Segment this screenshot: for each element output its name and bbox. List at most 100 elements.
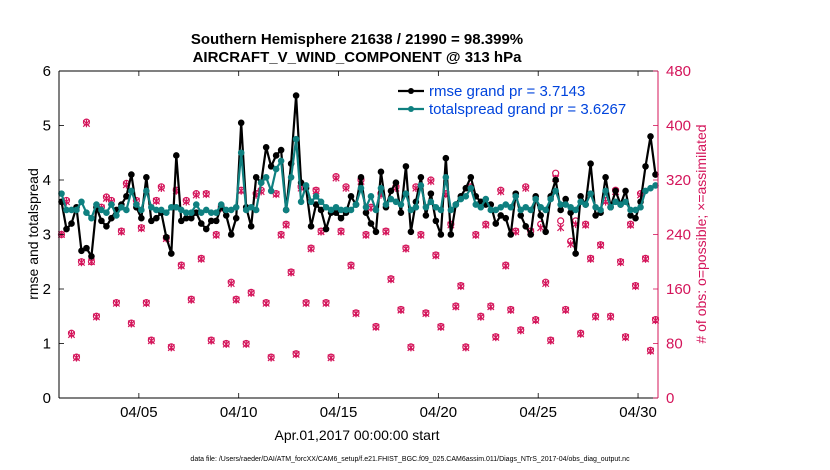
totalspread-point bbox=[297, 198, 305, 206]
totalspread-point bbox=[477, 203, 485, 211]
right-y-axis-label: # of obs: o=possible; ×=assimilated bbox=[693, 124, 709, 343]
totalspread-point bbox=[582, 201, 589, 208]
totalspread-point bbox=[597, 206, 604, 214]
obs-assimilated-point bbox=[621, 333, 630, 342]
totalspread-point bbox=[507, 203, 515, 211]
totalspread-point bbox=[212, 209, 220, 216]
obs-assimilated-point bbox=[402, 245, 410, 253]
obs-assimilated-point bbox=[232, 296, 240, 304]
obs-assimilated-point bbox=[417, 231, 425, 239]
obs-assimilated-point bbox=[492, 333, 500, 342]
obs-assimilated-point bbox=[202, 190, 210, 199]
rmse-point bbox=[202, 225, 210, 233]
obs-assimilated-point bbox=[427, 177, 435, 186]
totalspread-point bbox=[512, 193, 520, 200]
totalspread-point bbox=[367, 193, 375, 200]
rmse-point bbox=[98, 217, 105, 225]
rmse-point bbox=[227, 231, 235, 238]
totalspread-point bbox=[467, 184, 475, 192]
left-y-tick-label: 4 bbox=[43, 172, 51, 189]
obs-assimilated-point bbox=[502, 262, 510, 270]
totalspread-point bbox=[257, 179, 265, 187]
obs-assimilated-point bbox=[127, 319, 136, 328]
rmse-point bbox=[427, 190, 435, 197]
totalspread-point bbox=[173, 203, 180, 211]
totalspread-point bbox=[202, 206, 210, 214]
rmse-point bbox=[317, 206, 325, 214]
obs-assimilated-point bbox=[532, 316, 540, 325]
totalspread-point bbox=[163, 209, 170, 216]
obs-assimilated-point bbox=[497, 187, 505, 196]
obs-assimilated-point bbox=[562, 306, 570, 314]
totalspread-point bbox=[377, 184, 385, 192]
totalspread-point bbox=[332, 203, 340, 211]
totalspread-point bbox=[227, 206, 235, 214]
totalspread-point bbox=[73, 206, 80, 214]
rmse-point bbox=[402, 163, 410, 170]
totalspread-point bbox=[138, 206, 145, 214]
totalspread-point bbox=[282, 206, 290, 214]
obs-assimilated-point bbox=[577, 330, 585, 338]
totalspread-point bbox=[452, 201, 460, 208]
obs-assimilated-point bbox=[387, 275, 395, 284]
data-file-footer: data file: /Users/raeder/DAI/ATM_forcXX/… bbox=[190, 456, 630, 463]
obs-assimilated-point bbox=[72, 354, 81, 362]
rmse-point bbox=[88, 252, 95, 260]
totalspread-point bbox=[317, 198, 325, 206]
obs-assimilated-point bbox=[472, 231, 480, 239]
obs-assimilated-point bbox=[646, 347, 655, 355]
obs-assimilated-point bbox=[242, 340, 250, 348]
rmse-point bbox=[232, 214, 240, 222]
totalspread-point bbox=[158, 206, 165, 214]
totalspread-point bbox=[422, 203, 430, 211]
totalspread-point bbox=[552, 187, 559, 195]
obs-assimilated-point bbox=[292, 350, 300, 359]
totalspread-point bbox=[572, 206, 579, 214]
rmse-point bbox=[63, 225, 70, 233]
totalspread-point bbox=[492, 206, 500, 214]
chart-subtitle: AIRCRAFT_V_WIND_COMPONENT @ 313 hPa bbox=[193, 49, 523, 66]
rmse-point bbox=[237, 119, 245, 127]
rmse-point bbox=[552, 176, 559, 184]
obs-assimilated-point bbox=[567, 240, 575, 248]
rmse-point bbox=[572, 250, 579, 257]
totalspread-point bbox=[517, 206, 525, 214]
rmse-point bbox=[492, 220, 500, 227]
x-tick-label: 04/20 bbox=[420, 404, 458, 421]
obs-assimilated-point bbox=[422, 309, 430, 318]
rmse-point bbox=[187, 214, 195, 222]
rmse-point bbox=[437, 231, 445, 238]
obs-assimilated-point bbox=[596, 241, 605, 250]
x-tick-label: 04/25 bbox=[519, 404, 557, 421]
totalspread-point bbox=[292, 135, 300, 143]
obs-assimilated-point bbox=[616, 258, 625, 267]
totalspread-point bbox=[502, 201, 510, 208]
totalspread-point bbox=[103, 209, 110, 216]
legend-swatch-marker bbox=[408, 106, 414, 112]
totalspread-point bbox=[78, 198, 85, 206]
rmse-point bbox=[417, 173, 425, 181]
obs-assimilated-point bbox=[112, 299, 121, 308]
obs-assimilated-point bbox=[227, 279, 235, 288]
obs-assimilated-point bbox=[432, 251, 440, 260]
obs-assimilated-point bbox=[547, 336, 555, 345]
obs-assimilated-point bbox=[197, 255, 205, 263]
rmse-point bbox=[522, 223, 530, 230]
obs-assimilated-point bbox=[182, 198, 190, 206]
obs-assimilated-point bbox=[102, 194, 111, 203]
rmse-point bbox=[377, 168, 385, 176]
obs-assimilated-point bbox=[407, 343, 415, 352]
totalspread-point bbox=[457, 195, 465, 203]
rmse-point bbox=[557, 206, 564, 214]
totalspread-point bbox=[592, 203, 599, 211]
rmse-point bbox=[212, 217, 220, 225]
rmse-point bbox=[168, 250, 175, 257]
left-y-tick-label: 2 bbox=[43, 281, 51, 298]
totalspread-point bbox=[177, 206, 185, 214]
obs-assimilated-point bbox=[67, 330, 76, 339]
obs-assimilated-point bbox=[487, 302, 495, 311]
obs-assimilated-point bbox=[507, 306, 515, 314]
rmse-point bbox=[372, 228, 380, 236]
totalspread-point bbox=[262, 173, 270, 181]
totalspread-point bbox=[562, 201, 569, 208]
